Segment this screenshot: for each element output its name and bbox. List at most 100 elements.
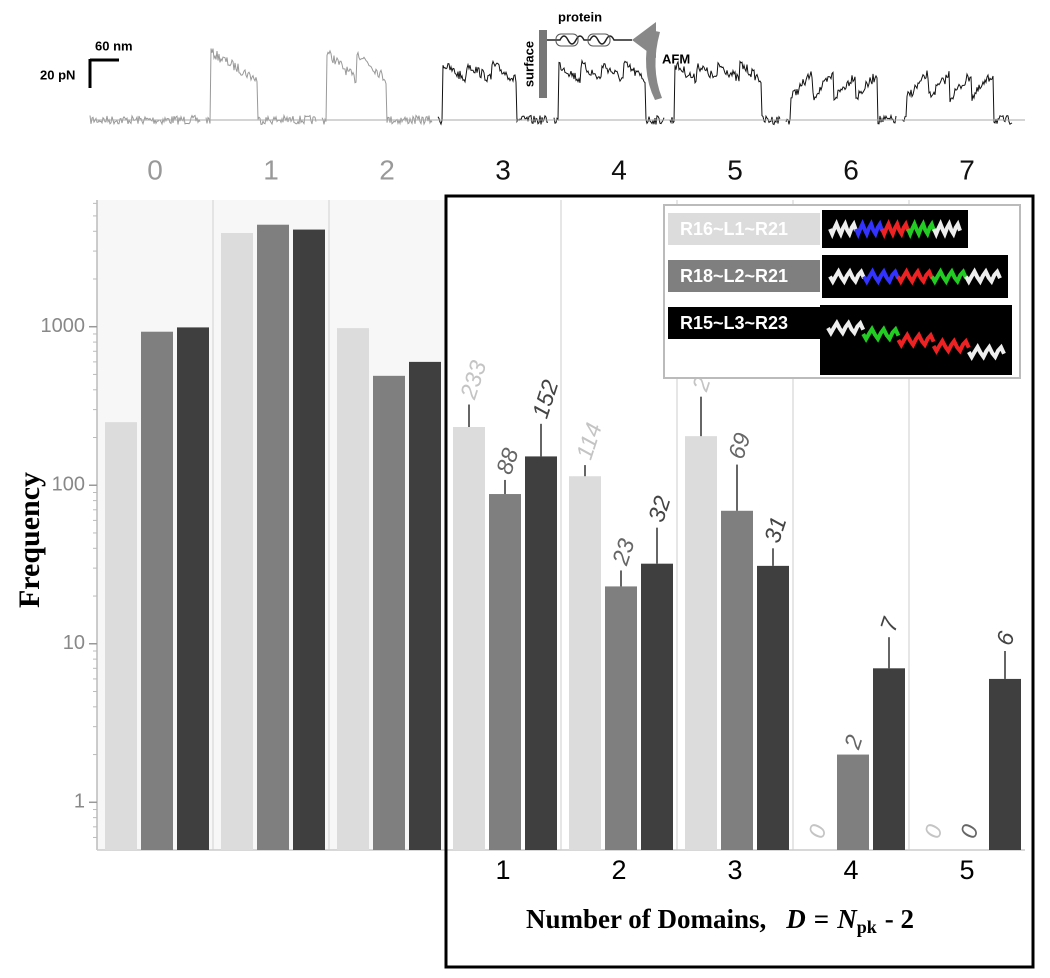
bar (989, 678, 1021, 850)
protein-chain (547, 35, 632, 45)
bar (177, 327, 209, 851)
peak-count-label: 7 (959, 154, 975, 185)
bar (409, 361, 441, 850)
domain-label: 3 (727, 855, 742, 885)
bar (721, 510, 753, 850)
legend-swatch (668, 307, 820, 339)
y-axis-label: Frequency (13, 472, 46, 608)
structure-helix (967, 342, 1006, 362)
protein-label: protein (558, 9, 602, 24)
structure-helix (896, 330, 936, 350)
domain-label: 5 (959, 855, 974, 885)
value-label: 69 (723, 429, 756, 462)
value-label: 0 (803, 821, 832, 841)
value-label: 0 (919, 821, 948, 841)
structure-helix (906, 218, 936, 240)
peak-count-label: 4 (611, 154, 627, 185)
value-label: 233 (454, 357, 491, 403)
y-tick-label: 1000 (41, 315, 86, 337)
trace (321, 49, 433, 126)
domain-label: 4 (843, 855, 858, 885)
trace (553, 58, 665, 125)
legend-swatch (668, 260, 820, 292)
bar (141, 331, 173, 850)
surface-plate (539, 30, 547, 98)
value-label: 6 (991, 628, 1020, 648)
peak-count-label: 6 (843, 154, 859, 185)
peak-count-label: 2 (379, 154, 395, 185)
peak-count-label: 3 (495, 154, 511, 185)
structure-helix (862, 267, 900, 286)
domain-label: 1 (495, 855, 510, 885)
structure-helix (828, 267, 866, 286)
bar (873, 668, 905, 850)
bar (605, 586, 637, 850)
scale-x-label: 60 nm (95, 38, 133, 53)
legend: R16~L1~R21 R18~L2~R21 R15~L3~R23 (663, 204, 1021, 379)
value-label: 7 (875, 613, 904, 634)
afm-label: AFM (662, 51, 690, 66)
structure-helix (931, 336, 971, 356)
x-axis-label: Number of Domains, D = Npk - 2 (526, 904, 914, 937)
bar (837, 754, 869, 850)
bar (685, 436, 717, 850)
trace (669, 60, 781, 126)
structure-helix (854, 218, 884, 240)
domain-box (444, 194, 1035, 969)
bar (337, 328, 369, 850)
value-label: 0 (955, 821, 984, 841)
bar (453, 427, 485, 850)
bar (257, 224, 289, 851)
legend-swatch (668, 213, 820, 245)
trace (901, 70, 1013, 125)
legend-label: R18~L2~R21 (680, 266, 788, 286)
y-tick-label: 1 (74, 791, 85, 813)
value-label: 2 (838, 732, 867, 753)
x-label-part: Number of Domains, (526, 904, 766, 934)
scale-y-label: 20 pN (40, 67, 75, 82)
peak-count-label: 5 (727, 154, 743, 185)
bar (757, 565, 789, 850)
trace (785, 71, 897, 125)
plot: 1101001000012314253647523311420400882369… (41, 154, 1025, 885)
bar (221, 233, 253, 851)
y-tick-label: 100 (52, 474, 85, 496)
afm-cantilever (646, 30, 662, 100)
protein-domain (587, 33, 611, 47)
bar (105, 422, 137, 850)
value-label: 88 (491, 445, 524, 478)
structure-helix (828, 218, 858, 240)
structure-helix (826, 318, 866, 338)
structure-helix (861, 324, 901, 344)
value-label: 114 (571, 420, 607, 463)
trace (437, 59, 548, 126)
trace (89, 114, 201, 126)
bar (373, 375, 405, 850)
peak-count-label: 0 (147, 154, 163, 185)
surface-label: surface (521, 41, 536, 87)
structure-helix (896, 267, 934, 286)
value-label: 32 (643, 493, 676, 526)
structure-helix (964, 267, 1002, 286)
x-label-part: pk (857, 917, 877, 937)
force-traces (89, 48, 1025, 126)
x-label-part: - 2 (885, 904, 914, 934)
protein-domain (555, 33, 579, 47)
structure-helix (930, 267, 968, 286)
legend-label: R15~L3~R23 (680, 313, 788, 333)
bar (525, 456, 557, 850)
trace (205, 48, 317, 126)
bar (489, 494, 521, 850)
x-label-part: D (785, 904, 806, 934)
y-tick-label: 10 (63, 632, 85, 654)
structure-helix (880, 218, 910, 240)
peak-count-label: 1 (263, 154, 279, 185)
legend-label: R16~L1~R21 (680, 219, 788, 239)
bar (569, 476, 601, 850)
value-label: 23 (606, 535, 639, 569)
bar (293, 229, 325, 851)
structure-helix (932, 218, 962, 240)
x-label-part: N (836, 904, 858, 934)
value-label: 152 (527, 377, 564, 422)
